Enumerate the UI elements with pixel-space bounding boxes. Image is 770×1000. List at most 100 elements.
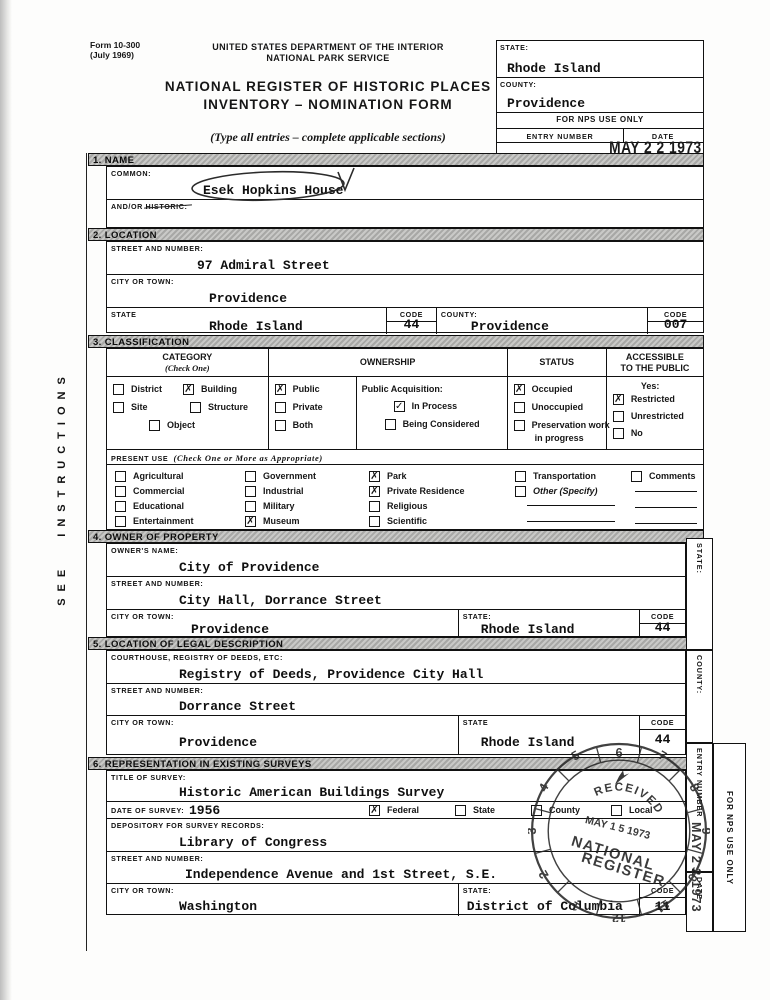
district-checkbox [113, 384, 124, 395]
city-value: Washington [179, 899, 258, 914]
dept-line2: NATIONAL PARK SERVICE [266, 53, 390, 63]
code-label: CODE [387, 308, 436, 322]
date-label: DATE [623, 129, 702, 142]
section-1-box: COMMON: Esek Hopkins House AND/OR HISTOR… [106, 166, 704, 228]
svg-text:RECEIVED: RECEIVED [589, 774, 670, 818]
state-checkbox [455, 805, 466, 816]
section-6-bar: 6. REPRESENTATION IN EXISTING SURVEYS [88, 757, 704, 770]
depository-label: DEPOSITORY FOR SURVEY RECORDS: [111, 821, 265, 830]
accessible-options: Yes: ✗ Restricted Unrestricted No [605, 377, 703, 449]
military-checkbox [245, 501, 256, 512]
depository-value: Library of Congress [179, 835, 328, 850]
in-process-checkbox: ✓ [393, 401, 405, 412]
city-value: Providence [209, 291, 288, 306]
sidebar-county-label: COUNTY: [695, 655, 704, 695]
present-use-label: PRESENT USE (Check One or More as Approp… [111, 453, 323, 463]
owner-name-value: City of Providence [179, 560, 320, 575]
other-checkbox [515, 486, 526, 497]
stamp-arrow-icon [614, 770, 630, 785]
present-use-options: Agricultural Commercial Educational Ente… [107, 465, 703, 531]
street-value: 97 Admiral Street [197, 258, 330, 273]
street-value: City Hall, Dorrance Street [179, 593, 382, 608]
stamp-dial-number: 10 [685, 865, 704, 884]
street-label: STREET AND NUMBER: [111, 686, 204, 695]
city-label: CITY OR TOWN: [111, 886, 175, 895]
street-label: STREET AND NUMBER: [111, 579, 204, 588]
ownership-options: ✗ Public Private Both Public Acquisition:… [267, 377, 507, 449]
park-checkbox: ✗ [369, 471, 380, 482]
comments-line [635, 491, 697, 492]
nps-use-only-label: FOR NPS USE ONLY [497, 113, 703, 129]
survey-date-value: 1956 [189, 803, 221, 818]
restricted-checkbox: ✗ [612, 394, 624, 405]
section-4-bar: 4. OWNER OF PROPERTY [88, 530, 704, 543]
sidebar-state-cell: STATE: [686, 538, 713, 650]
section-5-box: COURTHOUSE, REGISTRY OF DEEDS, ETC: Regi… [106, 650, 686, 755]
public-acquisition-label: Public Acquisition: [361, 384, 443, 394]
stamp-dial-number: 1 [569, 898, 582, 914]
city-value: Providence [179, 735, 258, 750]
survey-title-value: Historic American Buildings Survey [179, 785, 445, 800]
state-label: STATE: [500, 43, 529, 52]
ownership-header: OWNERSHIP [267, 349, 507, 376]
street-label: STREET AND NUMBER: [111, 244, 204, 253]
historic-word-struck: HISTORIC: [145, 202, 188, 211]
national-register-received-stamp: 6 7 8 9 10 11 12 1 2 3 4 5 RECEIVED MAY … [528, 742, 710, 922]
stamp-dial-number: 12 [612, 911, 626, 922]
state-value: Rhode Island [209, 319, 303, 334]
being-considered-checkbox [384, 419, 396, 430]
other-specify-line [527, 521, 615, 522]
yes-label: Yes: [640, 381, 660, 391]
occupied-checkbox: ✗ [513, 384, 525, 395]
form-subtitle: (Type all entries – complete applicable … [210, 130, 446, 144]
structure-checkbox [190, 402, 201, 413]
both-checkbox [274, 420, 286, 431]
street-label: STREET AND NUMBER: [111, 854, 204, 863]
sidebar-nps-use-label: FOR NPS USE ONLY [725, 790, 734, 885]
sidebar-entry-number-label: ENTRY NUMBER [695, 748, 704, 818]
state-value: Rhode Island [507, 61, 601, 76]
government-checkbox [245, 471, 256, 482]
state-label: STATE: [462, 886, 492, 895]
stamp-dial-number: 8 [686, 781, 702, 794]
stamp-dial-number: 9 [699, 827, 710, 834]
city-value: Providence [191, 622, 270, 637]
agricultural-checkbox [115, 471, 126, 482]
county-value: Providence [507, 96, 586, 111]
public-checkbox: ✗ [274, 384, 286, 395]
transportation-checkbox [515, 471, 526, 482]
comments-checkbox [631, 471, 642, 482]
stamp-dial-number: 7 [656, 748, 669, 764]
historic-name-label: AND/OR HISTORIC: [111, 202, 188, 211]
form-title-line1: NATIONAL REGISTER OF HISTORIC PLACES [164, 79, 492, 94]
building-checkbox: ✗ [183, 384, 194, 395]
object-checkbox [149, 420, 160, 431]
state-code-value: 44 [403, 317, 420, 332]
entry-number-label: ENTRY NUMBER [526, 132, 594, 141]
private-checkbox [274, 402, 286, 413]
no-checkbox [612, 428, 624, 439]
survey-date-label: DATE OF SURVEY: [111, 806, 185, 815]
sidebar-nps-use-cell: FOR NPS USE ONLY [713, 743, 746, 932]
street-value: Dorrance Street [179, 699, 297, 714]
industrial-checkbox [245, 486, 256, 497]
courthouse-label: COURTHOUSE, REGISTRY OF DEEDS, ETC: [111, 653, 283, 662]
county-value: Providence [470, 319, 549, 334]
category-header: CATEGORY (Check One) [162, 352, 213, 373]
form-titles: UNITED STATES DEPARTMENT OF THE INTERIOR… [148, 42, 508, 145]
section-4-box: OWNER'S NAME: City of Providence STREET … [106, 543, 686, 637]
comments-line [635, 507, 697, 508]
county-label: COUNTY: [440, 310, 478, 319]
sidebar-state-label: STATE: [695, 543, 704, 574]
section-3-bar: 3. CLASSIFICATION [88, 335, 704, 348]
other-specify-line [527, 505, 615, 506]
accessible-header: ACCESSIBLE TO THE PUBLIC [605, 349, 703, 376]
state-value: Rhode Island [480, 622, 575, 637]
museum-checkbox: ✗ [245, 516, 256, 527]
state-label: STATE [462, 718, 489, 727]
state-label: STATE [111, 310, 137, 319]
code-label: CODE [640, 716, 685, 730]
county-label: COUNTY: [500, 80, 537, 89]
form-number-line2: (July 1969) [90, 50, 134, 60]
status-options: ✗ Occupied Unoccupied Preservation work i… [506, 377, 610, 449]
